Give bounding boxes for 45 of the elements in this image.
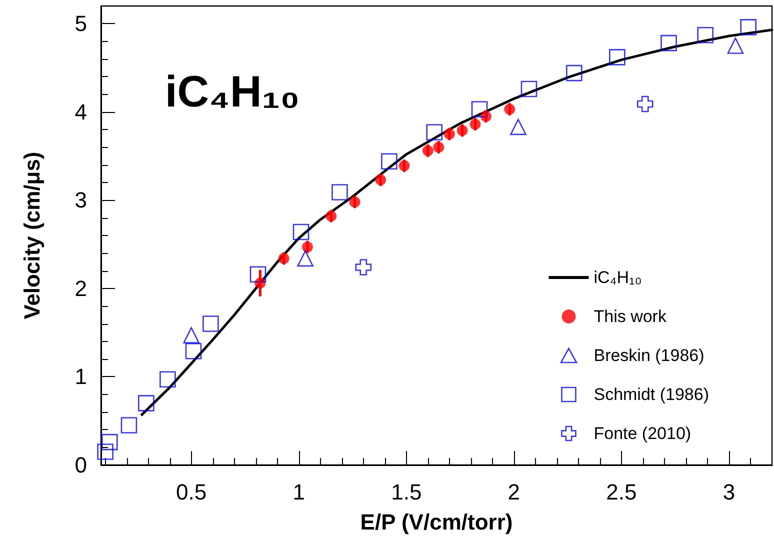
legend-label: Fonte (2010)	[594, 424, 692, 443]
point	[138, 395, 154, 412]
legend-label: Schmidt (1986)	[594, 385, 710, 404]
x-tick-label: 0.5	[176, 480, 207, 504]
point	[250, 266, 266, 282]
point	[101, 434, 118, 450]
point	[97, 444, 114, 460]
point	[697, 26, 714, 44]
point	[381, 153, 398, 170]
x-tick-label: 2.5	[606, 480, 637, 504]
point	[355, 259, 372, 276]
x-tick-label: 3	[722, 480, 736, 504]
point	[297, 250, 314, 267]
point	[471, 101, 488, 118]
y-axis-title: Velocity (cm/μs)	[20, 152, 44, 320]
legend-label: Breskin (1986)	[594, 346, 704, 365]
y-tick-label: 4	[74, 99, 87, 124]
point	[160, 371, 176, 388]
y-tick-label: 3	[74, 188, 87, 213]
y-tick-label: 5	[74, 11, 87, 36]
point	[520, 80, 538, 98]
point	[185, 342, 202, 360]
point	[183, 327, 200, 344]
point	[636, 96, 654, 112]
y-tick-label: 2	[74, 276, 87, 301]
point	[740, 19, 756, 36]
point	[202, 316, 219, 332]
point	[609, 49, 626, 66]
legend-label: This work	[594, 307, 667, 326]
legend-label: iC₄H₁₀	[594, 268, 642, 287]
annotation: iC₄H₁₀	[165, 68, 300, 116]
point	[332, 184, 348, 200]
x-axis-title: E/P (V/cm/torr)	[360, 510, 513, 534]
y-tick-label: 1	[74, 364, 87, 390]
y-tick-label: 0	[74, 452, 87, 478]
x-tick-label: 1.5	[391, 480, 422, 504]
point	[120, 417, 138, 434]
point	[510, 118, 526, 136]
x-tick-label: 2	[508, 480, 520, 504]
point	[566, 64, 582, 82]
x-tick-label: 1	[292, 480, 305, 504]
point	[727, 38, 744, 54]
point	[292, 224, 310, 240]
point	[426, 124, 442, 140]
point	[660, 34, 677, 52]
